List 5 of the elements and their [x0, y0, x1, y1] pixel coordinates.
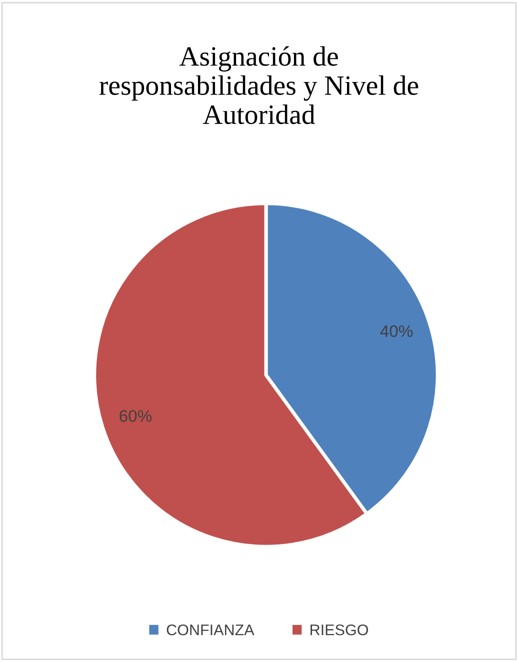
legend-label: RIESGO: [310, 624, 368, 636]
legend-label: CONFIANZA: [166, 624, 254, 636]
data-label: 60%: [120, 410, 152, 422]
chart-title: Asignación de responsabilidades y Nivel de Autoridad: [99, 46, 418, 124]
data-label: 40%: [380, 325, 413, 338]
